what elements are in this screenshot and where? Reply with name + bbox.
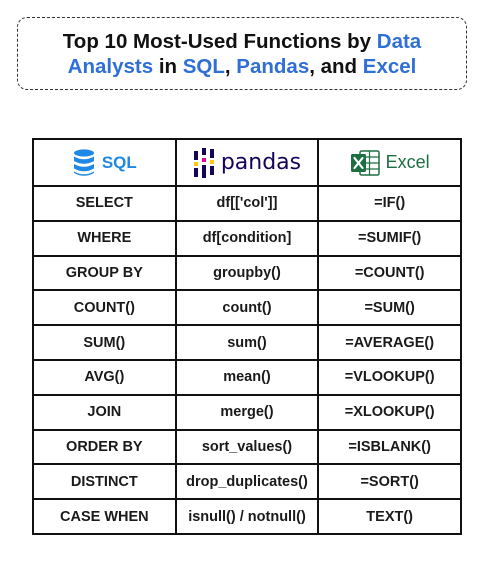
sql-cell: SUM() [32, 324, 177, 361]
header-row: SQL pandas [32, 138, 462, 187]
table-row: AVG() mean() =VLOOKUP() [32, 358, 462, 396]
excel-label: Excel [385, 152, 430, 172]
table-row: SUM() sum() =AVERAGE() [32, 324, 462, 361]
excel-cell: =SUM() [317, 289, 462, 327]
header-pandas: pandas [174, 138, 320, 187]
table-row: CASE WHEN isnull() / notnull() TEXT() [32, 498, 462, 535]
title-highlight: Data [376, 29, 422, 53]
pandas-cell: merge() [174, 393, 320, 431]
sql-cell: COUNT() [32, 289, 177, 327]
sql-cell: WHERE [32, 219, 177, 257]
pandas-cell: sum() [174, 324, 320, 361]
sql-label: SQL [101, 152, 137, 172]
table-row: GROUP BY groupby() =COUNT() [32, 254, 462, 292]
title-highlight: Excel [362, 54, 417, 78]
table-row: JOIN merge() =XLOOKUP() [32, 393, 462, 431]
excel-logo-icon [350, 149, 380, 176]
pandas-cell: isnull() / notnull() [174, 498, 320, 535]
table-row: DISTINCT drop_duplicates() =SORT() [32, 463, 462, 501]
sql-cell: DISTINCT [32, 463, 177, 501]
title-highlight: SQL [182, 54, 225, 78]
pandas-cell: drop_duplicates() [174, 463, 320, 501]
excel-cell: =SORT() [317, 463, 462, 501]
pandas-label: pandas [220, 150, 302, 175]
sql-cell: ORDER BY [32, 428, 177, 466]
excel-cell: =ISBLANK() [317, 428, 462, 466]
sql-cell: JOIN [32, 393, 177, 431]
title-segment: , and [309, 54, 363, 78]
pandas-cell: df[['col']] [174, 185, 320, 222]
header-excel: Excel [317, 138, 462, 187]
table-row: SELECT df[['col']] =IF() [32, 185, 462, 222]
pandas-logo: pandas [193, 147, 301, 179]
header-sql: SQL [32, 138, 177, 187]
excel-cell: =VLOOKUP() [317, 358, 462, 396]
excel-cell: =AVERAGE() [317, 324, 462, 361]
title-box: Top 10 Most-Used Functions by Data Analy… [17, 17, 467, 90]
table-row: ORDER BY sort_values() =ISBLANK() [32, 428, 462, 466]
database-icon [73, 148, 94, 176]
pandas-cell: df[condition] [174, 219, 320, 257]
title-highlight: Pandas [236, 54, 310, 78]
excel-cell: =XLOOKUP() [317, 393, 462, 431]
sql-cell: GROUP BY [32, 254, 177, 292]
title-line-1: Top 10 Most-Used Functions by Data [63, 29, 421, 54]
functions-table: SQL pandas [32, 138, 462, 535]
sql-cell: SELECT [32, 185, 177, 222]
title-segment: , [224, 54, 237, 78]
title-segment: Top 10 Most-Used Functions by [62, 29, 377, 53]
pandas-cell: groupby() [174, 254, 320, 292]
sql-logo: SQL [72, 148, 137, 178]
excel-cell: =COUNT() [317, 254, 462, 292]
excel-cell: =IF() [317, 185, 462, 222]
table-row: COUNT() count() =SUM() [32, 289, 462, 327]
excel-logo: Excel [350, 149, 430, 177]
pandas-logo-icon [193, 147, 214, 178]
sql-cell: CASE WHEN [32, 498, 177, 535]
pandas-cell: count() [174, 289, 320, 327]
sql-cell: AVG() [32, 358, 177, 396]
excel-cell: =SUMIF() [317, 219, 462, 257]
pandas-cell: mean() [174, 358, 320, 396]
title-highlight: Analysts [67, 54, 154, 78]
title-segment: in [153, 54, 183, 78]
table-body: SELECT df[['col']] =IF() WHERE df[condition]… [32, 185, 462, 535]
excel-cell: TEXT() [317, 498, 462, 535]
table-row: WHERE df[condition] =SUMIF() [32, 219, 462, 257]
pandas-cell: sort_values() [174, 428, 320, 466]
title-line-2: Analysts in SQL, Pandas, and Excel [68, 54, 417, 79]
